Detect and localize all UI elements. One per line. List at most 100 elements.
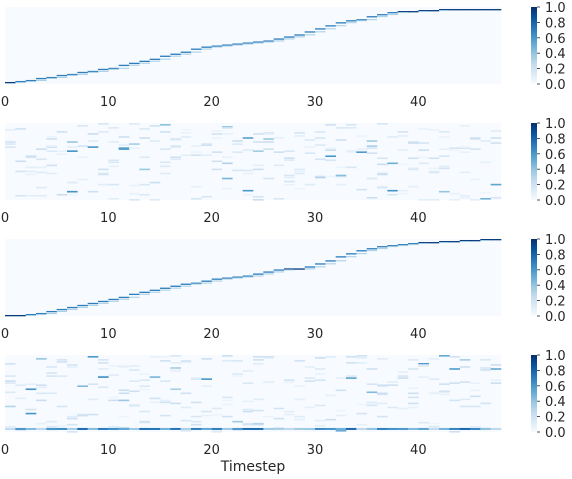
heatmap-cell <box>108 161 119 164</box>
heatmap-cell <box>325 147 336 149</box>
heatmap-cell <box>170 138 181 140</box>
heatmap-cell <box>377 185 388 188</box>
heatmap-cell <box>490 130 502 132</box>
heatmap-cell <box>346 253 357 255</box>
heatmap-cell <box>428 10 440 12</box>
heatmap-cell <box>366 19 378 21</box>
colorbar-tick-label: 0.8 <box>545 364 566 379</box>
heatmap-cell <box>356 19 367 21</box>
heatmap-cell <box>397 244 409 246</box>
heatmap-cell <box>387 193 398 196</box>
heatmap-cell <box>242 43 254 45</box>
heatmap-cell <box>335 174 347 177</box>
heatmap-cell <box>170 145 181 147</box>
heatmap-cell <box>67 430 78 433</box>
heatmap-cell <box>470 138 481 140</box>
heatmap-cell <box>67 366 78 368</box>
heatmap-cell <box>25 314 37 316</box>
heatmap-cell <box>377 393 388 396</box>
heatmap-cell <box>160 427 171 430</box>
heatmap-cell <box>118 147 130 149</box>
heatmap-cell <box>366 177 378 180</box>
colorbar-tick-label: 0.8 <box>545 16 566 31</box>
heatmap-cell <box>232 43 243 45</box>
heatmap-cell <box>180 361 192 363</box>
heatmap-cell <box>273 426 285 429</box>
heatmap-cell <box>335 139 347 141</box>
heatmap-cell <box>470 382 481 384</box>
heatmap-cell <box>180 129 192 131</box>
heatmap-cell <box>149 427 161 430</box>
heatmap-cell <box>170 402 181 405</box>
heatmap-cell <box>25 170 37 173</box>
heatmap-cell <box>222 278 233 280</box>
heatmap-cell <box>490 239 502 241</box>
heatmap-cell <box>180 154 192 157</box>
heatmap-cell <box>377 415 388 418</box>
heatmap-cell <box>397 12 409 14</box>
heatmap-cell <box>470 425 481 428</box>
heatmap-cell <box>408 406 419 409</box>
heatmap-cell <box>459 405 471 408</box>
colorbar-tick-label: 0.4 <box>545 279 566 294</box>
heatmap-cell <box>5 141 16 143</box>
heatmap-cell <box>366 427 378 430</box>
heatmap-cell <box>36 313 47 315</box>
colorbar-tick-label: 0.8 <box>545 132 566 147</box>
heatmap-cell <box>211 133 223 135</box>
heatmap-cell <box>439 390 450 393</box>
heatmap-cell <box>139 421 150 424</box>
colorbar-tick-label: 1.0 <box>545 233 566 248</box>
heatmap-cell <box>118 399 130 402</box>
heatmap-cell <box>160 124 171 126</box>
heatmap-cell <box>170 362 181 364</box>
colorbar <box>531 7 537 84</box>
heatmap-cell <box>366 250 378 252</box>
heatmap-cell <box>346 427 357 430</box>
colorbar-tick-label: 1.0 <box>545 349 566 364</box>
heatmap-cell <box>490 9 502 11</box>
heatmap-cell <box>46 427 57 430</box>
heatmap-cell <box>36 166 47 169</box>
heatmap-cell <box>366 391 378 394</box>
x-tick-label: 30 <box>307 211 324 226</box>
heatmap-cell <box>480 369 491 371</box>
heatmap-cell <box>480 197 491 200</box>
heatmap-cell <box>253 422 264 425</box>
heatmap-cell <box>325 356 336 358</box>
heatmap-cell <box>315 373 326 375</box>
heatmap-cell <box>304 152 316 155</box>
heatmap-cell <box>387 189 398 192</box>
heatmap-cell <box>418 365 429 367</box>
heatmap-cell <box>346 362 357 364</box>
heatmap-cell <box>428 157 440 160</box>
heatmap-cell <box>356 412 367 415</box>
heatmap-cell <box>232 375 243 377</box>
heatmap-cell <box>284 174 295 177</box>
heatmap-cell <box>191 48 202 50</box>
heatmap-cell <box>36 386 47 389</box>
heatmap-cell <box>170 158 181 161</box>
heatmap-cell <box>222 126 233 128</box>
heatmap-cell <box>315 144 326 146</box>
heatmap-cell <box>480 239 491 241</box>
heatmap-cell <box>211 130 223 132</box>
heatmap-cell <box>397 163 409 166</box>
heatmap-cell <box>366 147 378 149</box>
heatmap-cell <box>294 172 305 175</box>
heatmap-cell <box>67 190 78 193</box>
heatmap-cell <box>129 427 140 430</box>
heatmap-cell <box>232 151 243 153</box>
heatmap-cell <box>149 291 161 293</box>
heatmap-cell <box>263 271 274 273</box>
heatmap-cell <box>15 427 26 430</box>
heatmap-cell <box>211 160 223 163</box>
heatmap-cell <box>108 68 119 70</box>
colorbar-tick-label: 0.0 <box>545 194 566 209</box>
heatmap-cell <box>480 402 491 405</box>
heatmap-cell <box>253 168 264 171</box>
heatmap-cell <box>439 9 450 11</box>
heatmap-cell <box>366 368 378 370</box>
heatmap-cell <box>98 183 109 186</box>
heatmap-cell <box>304 34 316 36</box>
